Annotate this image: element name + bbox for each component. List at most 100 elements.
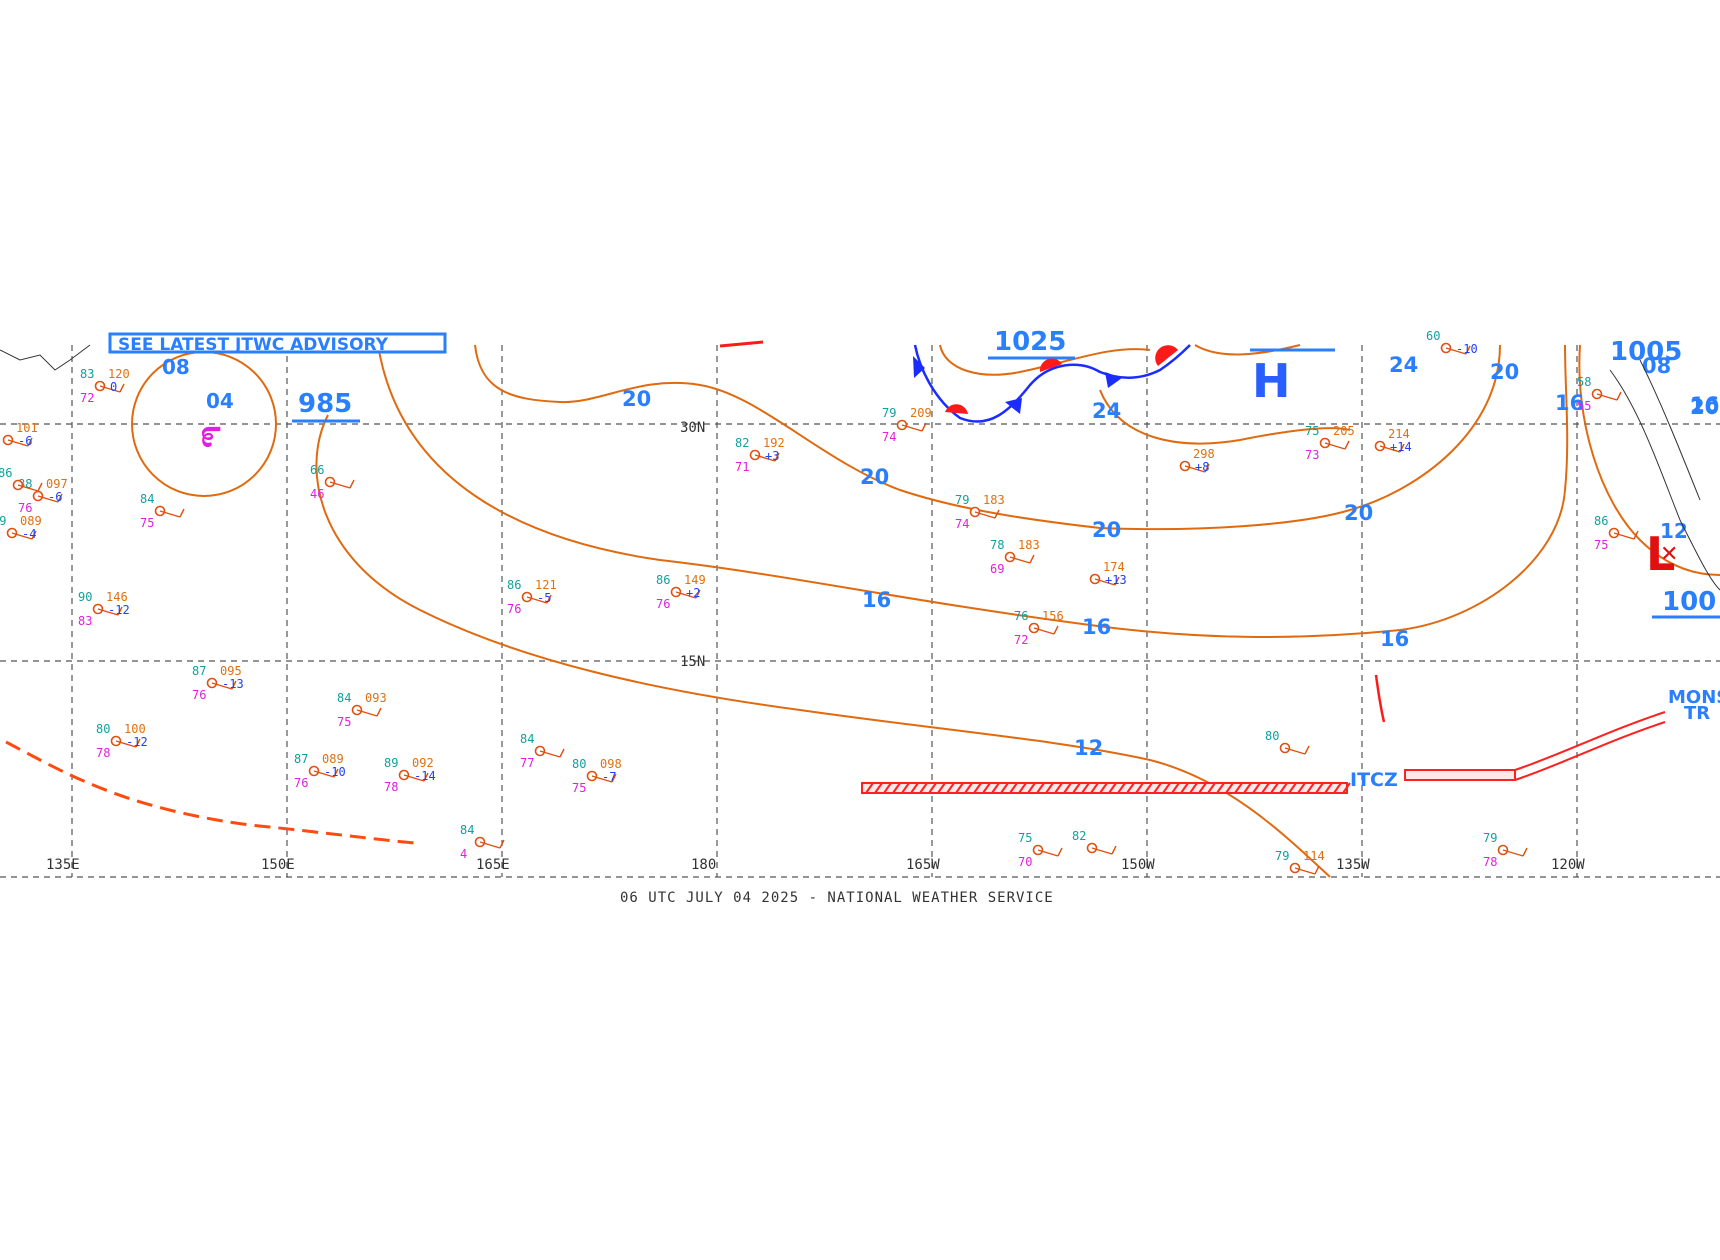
label-16-east: 16	[1690, 393, 1719, 417]
station-dewpoint: 72	[80, 391, 94, 405]
lon-label-120w: 120W	[1551, 857, 1585, 873]
isobar-label: 16	[1380, 627, 1409, 651]
station-dewpoint: 76	[192, 688, 206, 702]
monsoon-label: TR	[1684, 703, 1710, 724]
cyclone-number: 04	[206, 389, 234, 413]
lat-lon-grid	[0, 345, 1720, 878]
station-dewpoint: 76	[294, 776, 308, 790]
station-plot: 214+14	[1374, 427, 1412, 454]
wind-barb-icon	[675, 589, 701, 599]
low-marker-icon: L	[1646, 527, 1675, 581]
wind-barb-icon	[211, 680, 237, 690]
wind-barb-icon	[7, 437, 33, 447]
station-plot: 79 78	[1483, 831, 1528, 869]
station-temperature: 86	[507, 578, 521, 592]
wind-barb-icon	[974, 509, 1000, 519]
station-pressure: 097	[46, 477, 68, 491]
station-plot: 82	[1072, 829, 1117, 855]
station-temperature: 79	[1275, 849, 1289, 863]
low-pressure-value: 100	[1662, 587, 1716, 617]
station-pressure: 298	[1193, 447, 1215, 461]
lon-label-165e: 165E	[476, 857, 510, 873]
wind-barb-icon	[11, 530, 37, 540]
station-plot: 89 092-14 78	[384, 756, 436, 794]
station-plot: 84 093 75	[337, 691, 387, 729]
station-dewpoint: 76	[656, 597, 670, 611]
station-tendency: +13	[1105, 573, 1127, 587]
station-pressure: 093	[365, 691, 387, 705]
station-plot: 86	[0, 466, 43, 492]
station-temperature: 80	[572, 757, 586, 771]
label-08-east: 08	[1642, 354, 1671, 378]
station-pressure: 114	[1303, 849, 1325, 863]
wind-barb-icon	[526, 594, 552, 604]
station-temperature: 79	[955, 493, 969, 507]
station-tendency: -12	[126, 735, 148, 749]
station-pressure: 121	[535, 578, 557, 592]
station-plot: 58 55	[1577, 375, 1622, 413]
station-plot: 86 149+2 76	[656, 573, 706, 611]
station-plot: 101-6	[2, 421, 38, 448]
surface-trough	[5, 674, 1386, 845]
station-temperature: 84	[337, 691, 351, 705]
station-pressure: 183	[983, 493, 1005, 507]
station-pressure: 089	[322, 752, 344, 766]
wind-barb-icon	[356, 707, 382, 717]
station-plot: 78 183 69	[990, 538, 1040, 576]
coastline	[0, 344, 1720, 591]
wind-barb-icon	[591, 773, 617, 783]
wind-barb-icon	[1445, 345, 1471, 355]
station-temperature: 80	[1265, 729, 1279, 743]
wind-barb-icon	[313, 768, 339, 778]
station-plot: 86 121-5 76	[507, 578, 557, 616]
station-dewpoint: 75	[1594, 538, 1608, 552]
station-temperature: 82	[1072, 829, 1086, 843]
station-pressure: 156	[1042, 609, 1064, 623]
station-plot: 90 146-12 83	[78, 590, 130, 628]
wind-barb-icon	[97, 606, 123, 616]
isobar-label: 12	[1074, 736, 1103, 760]
station-dewpoint: 74	[882, 430, 896, 444]
station-dewpoint: 70	[1018, 855, 1032, 869]
station-plot: 298+8	[1179, 447, 1215, 474]
wind-barb-icon	[479, 839, 505, 849]
station-plot: 84 4	[460, 823, 505, 861]
wind-barb-icon	[1184, 463, 1210, 473]
station-temperature: 90	[78, 590, 92, 604]
station-temperature: 83	[80, 367, 94, 381]
station-pressure: 120	[108, 367, 130, 381]
station-tendency: +2	[686, 586, 700, 600]
wind-barb-icon	[754, 452, 780, 462]
station-temperature: 76	[1014, 609, 1028, 623]
latitude-labels: 30N 15N	[680, 420, 705, 670]
high-pressure-center: H 1025	[988, 327, 1335, 408]
station-plot: 82 192+3 71	[735, 436, 785, 474]
station-temperature: 58	[1577, 375, 1591, 389]
low-985-center: 985	[292, 389, 360, 423]
station-temperature: 60	[1426, 329, 1440, 343]
wind-barb-icon	[901, 422, 927, 432]
station-tendency: -10	[1456, 342, 1478, 356]
station-temperature: 84	[460, 823, 474, 837]
station-plot: 86 75	[1594, 514, 1639, 552]
wind-barb-icon	[1094, 576, 1120, 586]
station-plot: 89 089-4	[0, 514, 42, 541]
lon-label-135e: 135E	[46, 857, 80, 873]
station-pressure: 146	[106, 590, 128, 604]
low-center-x-icon: ✕	[1660, 542, 1678, 567]
isobar-label: 20	[1490, 360, 1519, 384]
wind-barb-icon	[1009, 554, 1035, 564]
frontal-boundary	[719, 340, 1191, 423]
label-08: 08	[162, 355, 190, 379]
station-dewpoint: 75	[140, 516, 154, 530]
station-dewpoint: 74	[955, 517, 969, 531]
station-dewpoint: 73	[1305, 448, 1319, 462]
wind-barb-icon	[1284, 745, 1310, 755]
station-pressure: 089	[20, 514, 42, 528]
wind-barb-icon	[115, 738, 141, 748]
station-pressure: 092	[412, 756, 434, 770]
station-pressure: 183	[1018, 538, 1040, 552]
station-tendency: -4	[22, 527, 36, 541]
